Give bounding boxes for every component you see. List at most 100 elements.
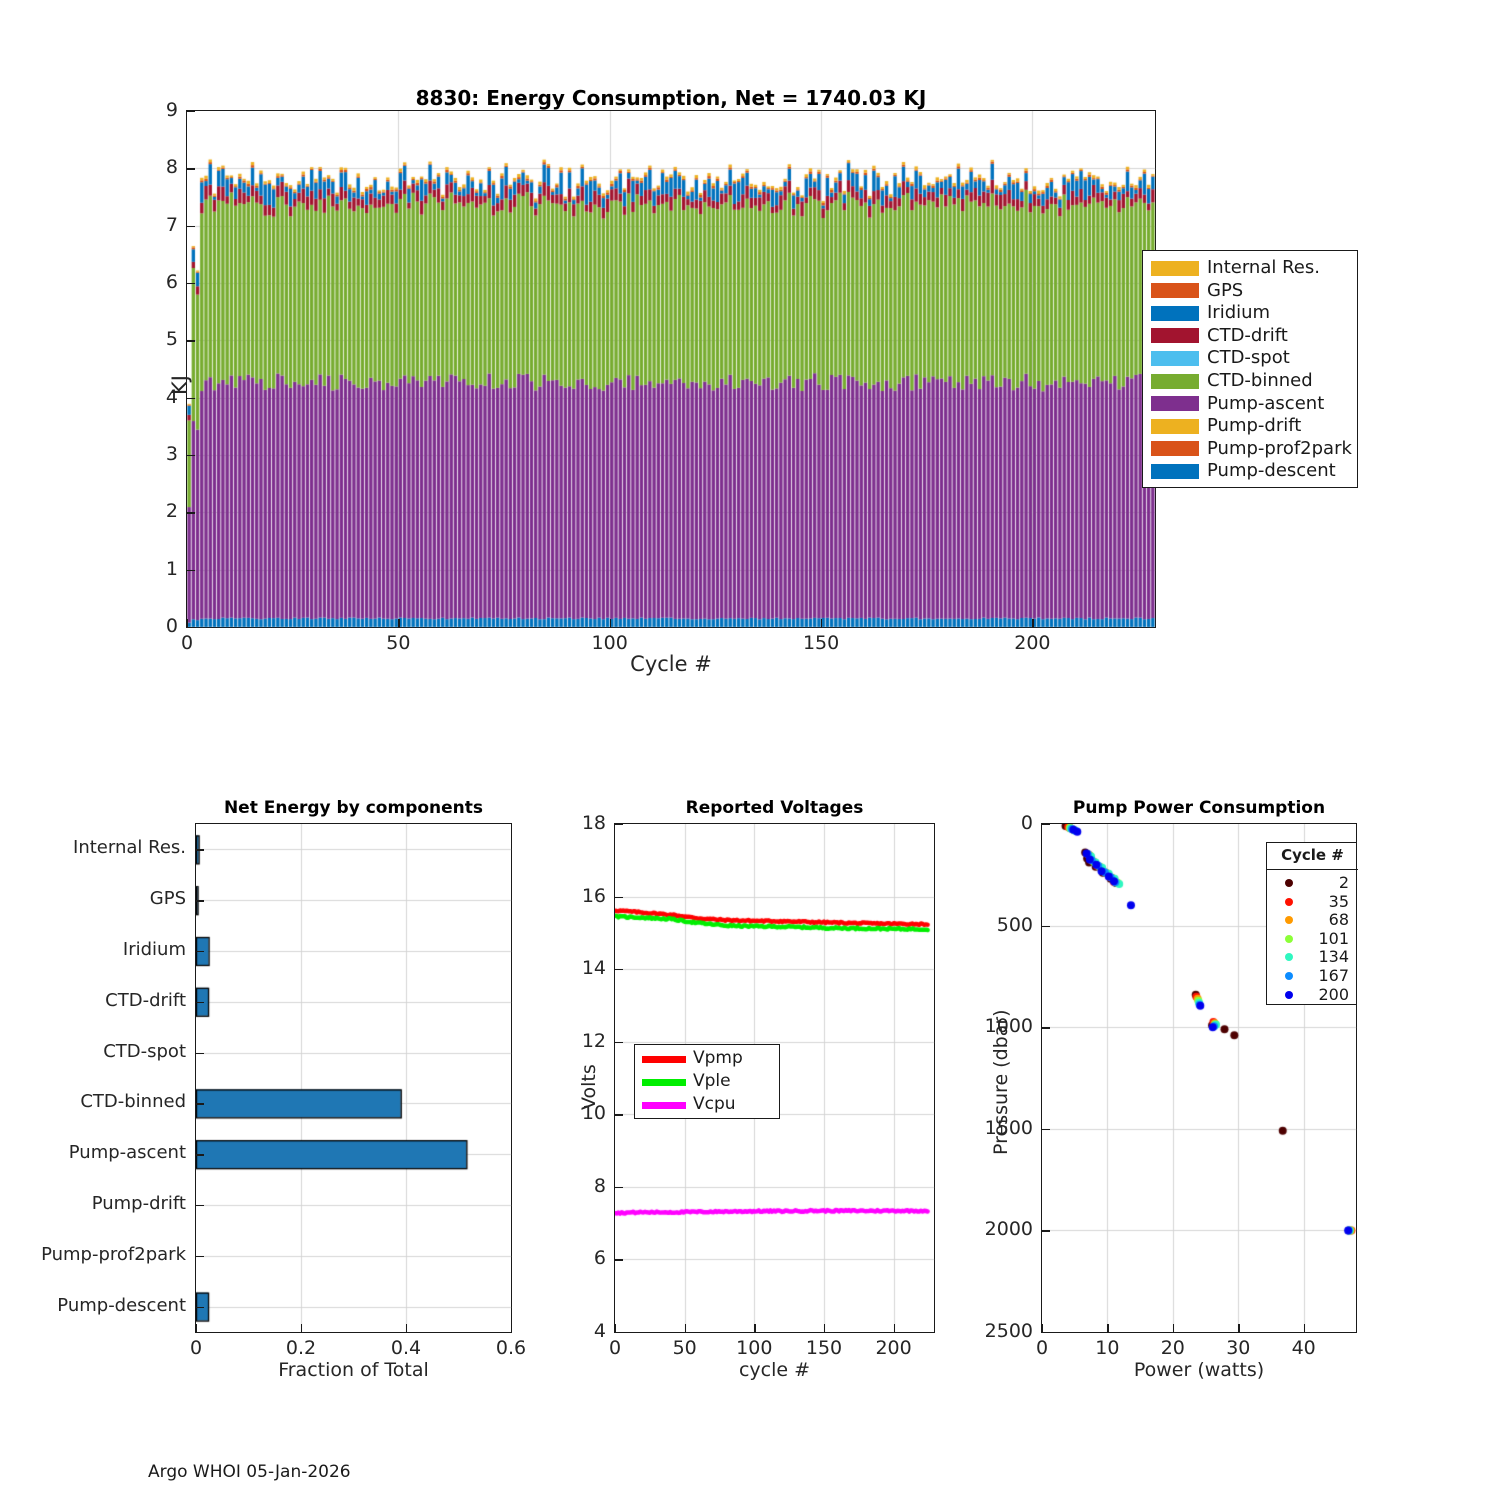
bar-ytick: [195, 951, 204, 953]
main-xtick-label: 200: [1014, 632, 1051, 654]
bar-ytick: [195, 1255, 204, 1258]
main-xtick: [609, 619, 612, 628]
main-chart-title: 8830: Energy Consumption, Net = 1740.03 …: [415, 86, 927, 110]
main-ytick: [186, 627, 195, 629]
pump-ytick-label: 2500: [984, 1320, 1033, 1342]
main-ytick-label: 5: [165, 328, 178, 351]
volt-ytick-label: 18: [581, 812, 606, 834]
pump-ytick-label: 2000: [984, 1218, 1033, 1241]
bar-category-label: Internal Res.: [73, 837, 186, 859]
main-xtick: [1032, 619, 1034, 628]
main-ytick-label: 7: [165, 213, 178, 236]
legend-label: Pump-prof2park: [1207, 437, 1352, 459]
pump-legend-label: 2: [1338, 873, 1349, 892]
volt-ytick-label: 8: [593, 1174, 606, 1197]
voltage-chart-ylabel: Volts: [578, 1064, 600, 1110]
main-ytick-label: 8: [165, 156, 178, 179]
volt-xtick: [893, 1324, 895, 1333]
voltage-chart-title: Reported Voltages: [685, 798, 864, 818]
bar-category-label: CTD-spot: [103, 1040, 186, 1062]
pump-xtick-label: 0: [1035, 1337, 1049, 1359]
bar-ytick: [195, 849, 204, 851]
pump-xtick-label: 10: [1095, 1337, 1120, 1359]
volt-xtick-label: 100: [736, 1337, 773, 1359]
bar-xtick-label: 0.2: [285, 1337, 317, 1359]
pump-legend-divider: [1267, 869, 1358, 871]
main-ytick-label: 0: [165, 615, 178, 637]
volt-ytick-label: 14: [581, 957, 606, 980]
volt-ytick: [614, 896, 623, 898]
legend-swatch-gps: [1151, 283, 1199, 299]
main-ytick-label: 4: [165, 385, 178, 408]
bar-category-label: Pump-ascent: [68, 1142, 186, 1164]
legend-swatch-pump-descent: [1151, 463, 1199, 479]
bar-xtick: [301, 1324, 303, 1333]
volt-ytick: [614, 969, 623, 971]
main-chart-canvas: [187, 111, 1157, 629]
main-ytick: [186, 569, 195, 572]
bar-category-label: CTD-binned: [80, 1091, 186, 1113]
bar-xtick-label: 0.4: [390, 1337, 422, 1359]
main-chart-legend: Internal Res. GPS Iridium CTD-drift CTD-spot…: [1142, 250, 1358, 488]
pump-chart-ylabel: Pressure (dbar): [990, 1009, 1012, 1155]
legend-swatch-ctd-binned: [1151, 373, 1199, 389]
main-ytick: [186, 455, 195, 457]
volt-legend-swatch-vcpu: [642, 1102, 686, 1109]
pump-xtick: [1042, 1324, 1044, 1333]
pump-ytick: [1041, 1332, 1050, 1334]
legend-label: Pump-drift: [1207, 415, 1302, 437]
pump-chart-legend: Cycle # 2 35 68 101 134 167 200: [1266, 842, 1358, 1005]
volt-legend-swatch-vple: [642, 1079, 686, 1086]
main-ytick-label: 3: [165, 443, 178, 465]
pump-ytick-label: 1000: [984, 1015, 1033, 1038]
main-chart-xlabel: Cycle #: [630, 652, 712, 676]
bar-ytick: [195, 1154, 204, 1156]
main-xtick-label: 150: [802, 632, 840, 654]
bar-xtick: [511, 1324, 513, 1333]
pump-ytick: [1041, 925, 1050, 927]
bar-category-label: Pump-prof2park: [41, 1243, 186, 1265]
volt-legend-label: Vple: [693, 1071, 731, 1091]
bar-xtick-label: 0: [189, 1337, 203, 1359]
pump-xtick-label: 40: [1291, 1337, 1316, 1359]
bar-chart-xlabel: Fraction of Total: [278, 1359, 429, 1381]
main-xtick-label: 50: [386, 632, 411, 654]
pump-ytick-label: 1500: [984, 1116, 1033, 1139]
bar-xtick: [196, 1324, 198, 1333]
voltage-chart-legend: Vpmp Vple Vcpu: [634, 1044, 780, 1119]
volt-ytick-label: 16: [581, 884, 606, 907]
main-ytick: [186, 111, 195, 113]
legend-swatch-pump-ascent: [1151, 396, 1199, 412]
volt-ytick: [614, 1041, 623, 1044]
legend-label: GPS: [1207, 279, 1244, 301]
volt-ytick: [614, 824, 623, 826]
pump-legend-marker-101: [1285, 934, 1293, 943]
legend-swatch-pump-drift: [1151, 418, 1199, 434]
bar-category-label: CTD-drift: [105, 989, 186, 1011]
main-ytick-label: 9: [165, 99, 178, 121]
pump-xtick: [1107, 1324, 1109, 1333]
pump-ytick: [1041, 1128, 1050, 1131]
bar-ytick: [195, 1306, 204, 1308]
pump-legend-label: 68: [1328, 910, 1349, 930]
bar-category-label: Iridium: [122, 939, 186, 960]
volt-ytick: [614, 1332, 623, 1334]
volt-xtick-label: 50: [672, 1337, 697, 1359]
volt-xtick: [824, 1324, 826, 1333]
pump-legend-marker-68: [1285, 916, 1293, 925]
bar-category-label: GPS: [149, 888, 186, 910]
main-ytick: [186, 225, 195, 228]
pump-legend-title: Cycle #: [1281, 846, 1344, 864]
legend-label: Pump-descent: [1207, 460, 1336, 482]
main-ytick: [186, 168, 195, 170]
legend-swatch-iridium: [1151, 305, 1199, 321]
bar-ytick: [195, 1001, 204, 1004]
legend-label: Iridium: [1207, 302, 1271, 324]
main-ytick-label: 1: [165, 557, 178, 580]
legend-label: CTD-drift: [1207, 324, 1288, 346]
bar-chart-title: Net Energy by components: [223, 798, 484, 818]
bar-category-label: Pump-drift: [91, 1193, 186, 1214]
pump-xtick: [1303, 1324, 1306, 1333]
volt-ytick-label: 6: [593, 1247, 606, 1270]
bar-ytick: [195, 1205, 204, 1207]
